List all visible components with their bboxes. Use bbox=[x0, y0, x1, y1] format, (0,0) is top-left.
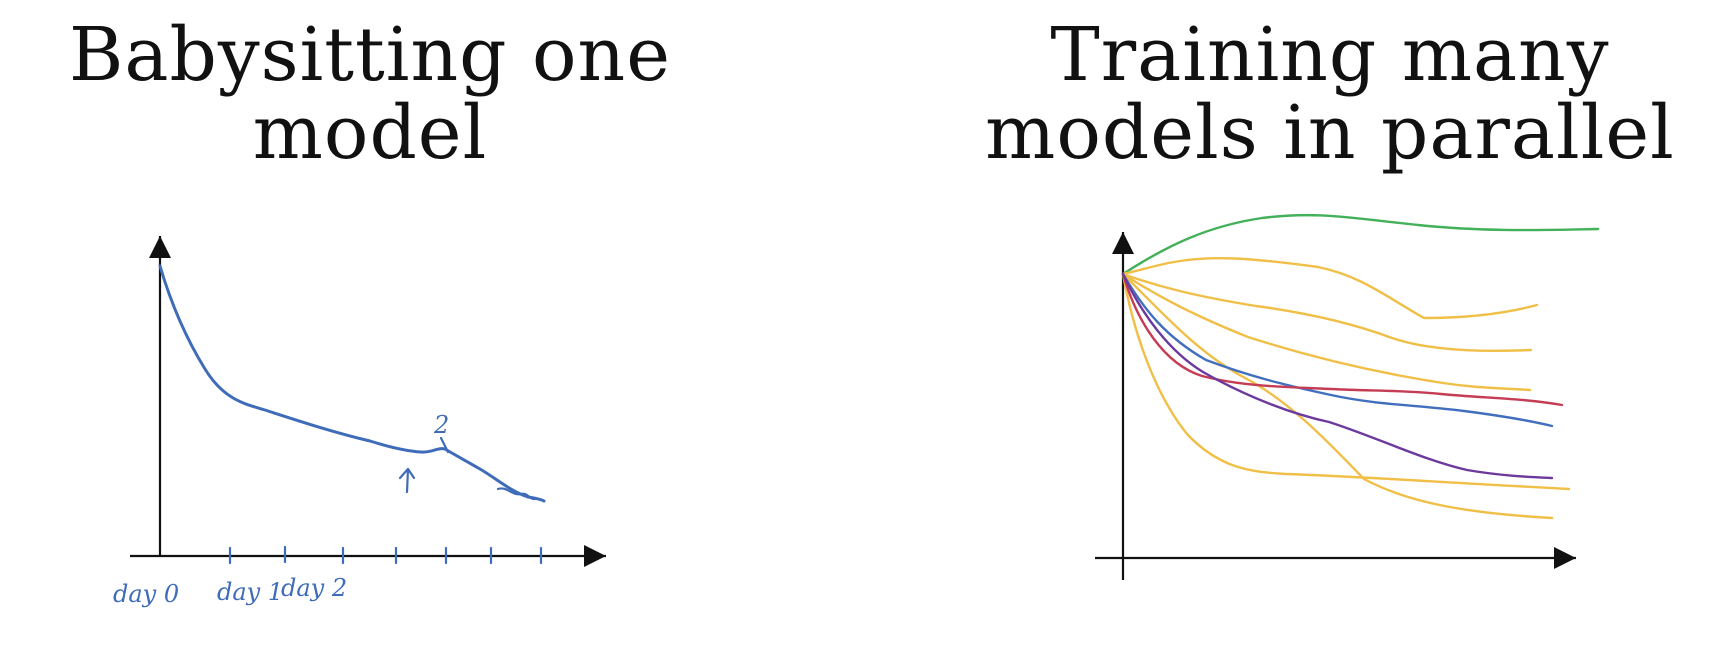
left-x-labels: day 0 day 1 day 2 bbox=[113, 574, 347, 608]
x-label-day-2: day 2 bbox=[281, 574, 347, 602]
yellow-model-curve-1 bbox=[1121, 256, 1539, 320]
arrow-up-icon bbox=[398, 467, 416, 494]
right-axes bbox=[1095, 232, 1576, 580]
left-annotation-label: 2 bbox=[433, 411, 449, 439]
babysitting-loss-squiggle bbox=[496, 487, 537, 501]
right-title-line-2: models in parallel bbox=[985, 90, 1675, 176]
yellow-model-curve-5 bbox=[1121, 272, 1571, 491]
green-model-curve bbox=[1121, 213, 1600, 276]
left-panel-title: Babysitting one model bbox=[10, 16, 730, 172]
yellow-model-curve-3 bbox=[1121, 272, 1532, 392]
left-title-line-2: model bbox=[252, 90, 488, 176]
parallel-model-curves bbox=[1121, 213, 1600, 520]
x-label-day-1: day 1 bbox=[217, 578, 283, 606]
right-title-line-1: Training many bbox=[1050, 12, 1610, 98]
red-model-curve bbox=[1121, 272, 1564, 407]
babysitting-loss-curve bbox=[158, 264, 546, 503]
purple-model-curve bbox=[1121, 272, 1554, 480]
annotation-connector-icon bbox=[439, 436, 450, 454]
right-panel-title: Training many models in parallel bbox=[950, 16, 1710, 172]
left-ticks bbox=[228, 545, 543, 565]
yellow-model-curve-4 bbox=[1121, 272, 1554, 520]
left-axes bbox=[130, 236, 606, 567]
left-title-line-1: Babysitting one bbox=[68, 12, 671, 98]
blue-model-curve bbox=[1121, 272, 1554, 428]
yellow-model-curve-2 bbox=[1121, 272, 1533, 352]
x-label-day-0: day 0 bbox=[113, 580, 179, 608]
